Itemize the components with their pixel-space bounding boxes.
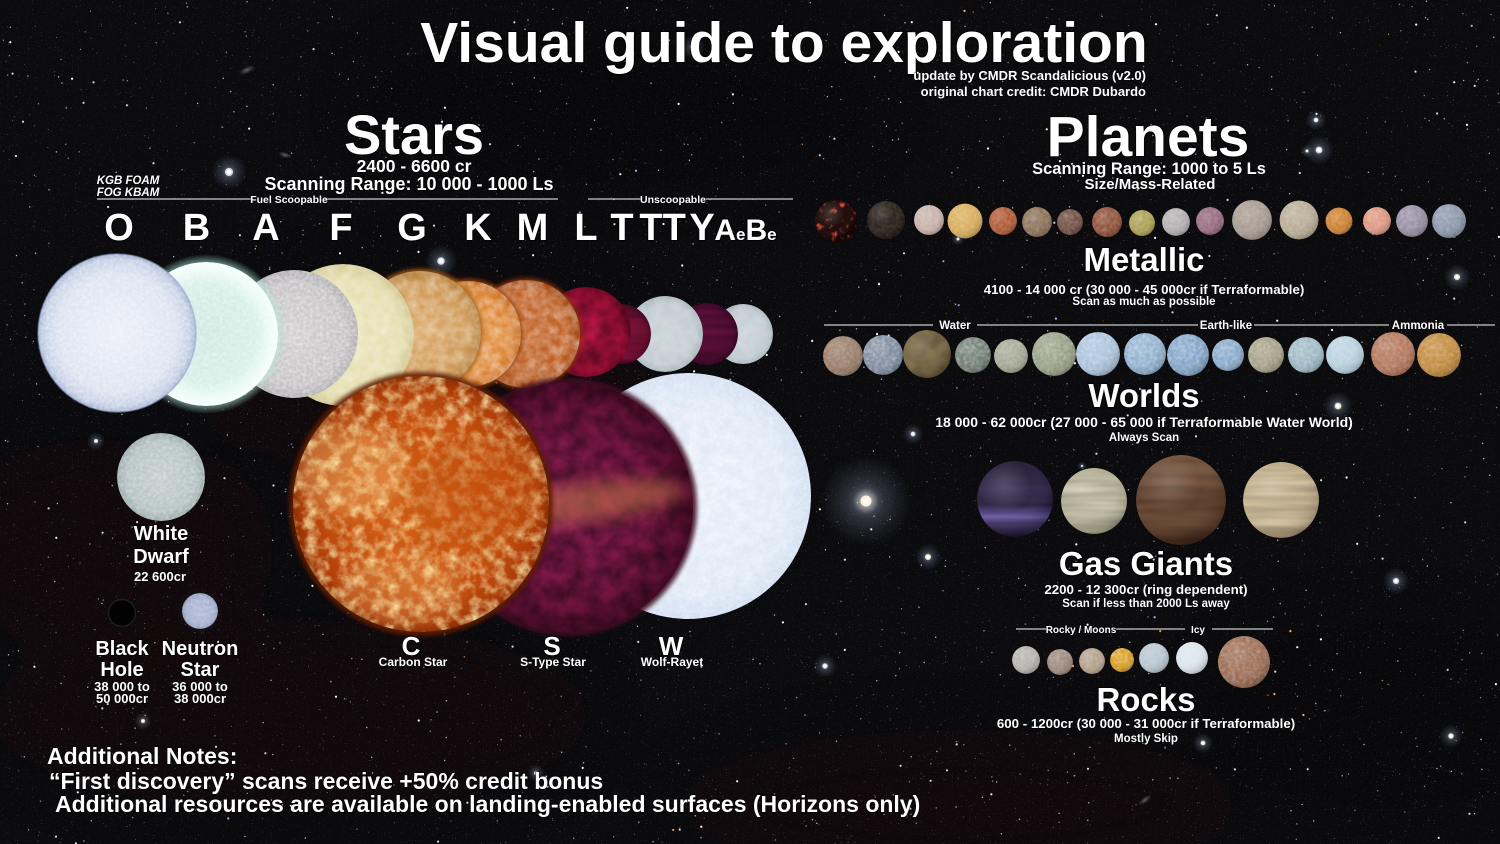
svg-text:38 000 to: 38 000 to [94, 679, 150, 694]
svg-text:4100 - 14 000 cr (30 000 - 45: 4100 - 14 000 cr (30 000 - 45 000cr if T… [984, 282, 1305, 297]
svg-text:22 600cr: 22 600cr [134, 569, 186, 584]
svg-text:Carbon Star: Carbon Star [379, 655, 448, 669]
svg-text:Additional Notes:: Additional Notes: [47, 743, 237, 769]
svg-text:Mostly Skip: Mostly Skip [1114, 733, 1178, 745]
svg-text:Earth-like: Earth-like [1200, 320, 1252, 332]
svg-text:S: S [543, 631, 560, 661]
svg-text:Hole: Hole [100, 659, 143, 681]
svg-text:Rocky / Moons: Rocky / Moons [1046, 625, 1117, 636]
svg-text:F: F [329, 207, 352, 249]
svg-text:Black: Black [95, 638, 149, 660]
svg-text:36 000 to: 36 000 to [172, 679, 228, 694]
svg-text:2400 - 6600 cr: 2400 - 6600 cr [357, 156, 472, 176]
svg-text:W: W [659, 631, 684, 661]
svg-text:Scan as much as possible: Scan as much as possible [1072, 296, 1215, 308]
svg-text:Neutron: Neutron [162, 638, 239, 660]
svg-text:KGB FOAM: KGB FOAM [97, 175, 160, 187]
svg-text:Size/Mass-Related: Size/Mass-Related [1085, 176, 1216, 193]
svg-text:Dwarf: Dwarf [133, 546, 189, 568]
svg-text:Visual guide to exploration: Visual guide to exploration [420, 11, 1147, 75]
svg-text:Scan if less than 2000 Ls away: Scan if less than 2000 Ls away [1062, 598, 1230, 610]
svg-text:TT: TT [639, 207, 685, 249]
svg-text:update by CMDR Scandalicious (: update by CMDR Scandalicious (v2.0) [913, 68, 1146, 83]
svg-text:M: M [517, 207, 549, 249]
svg-text:Icy: Icy [1191, 625, 1205, 636]
svg-text:C: C [402, 631, 421, 661]
svg-text:18 000 - 62 000cr (27 000 - 65: 18 000 - 62 000cr (27 000 - 65 000 if Te… [935, 414, 1353, 430]
svg-text:Additional resources are avail: Additional resources are available on la… [55, 791, 920, 817]
svg-text:Scanning Range: 1000 to 5 Ls: Scanning Range: 1000 to 5 Ls [1032, 160, 1266, 178]
svg-text:600 - 1200cr (30 000 - 31 000c: 600 - 1200cr (30 000 - 31 000cr if Terra… [997, 716, 1295, 731]
svg-text:B: B [183, 207, 210, 249]
svg-text:S-Type Star: S-Type Star [520, 655, 586, 669]
svg-text:Metallic: Metallic [1083, 241, 1204, 278]
svg-text:Rocks: Rocks [1096, 681, 1195, 718]
svg-text:38 000cr: 38 000cr [174, 691, 226, 706]
svg-text:Always Scan: Always Scan [1109, 432, 1179, 444]
svg-text:“First discovery” scans receiv: “First discovery” scans receive +50% cre… [49, 768, 603, 794]
svg-text:G: G [397, 207, 427, 249]
svg-text:AeBe: AeBe [714, 214, 776, 247]
svg-text:Fuel Scoopable: Fuel Scoopable [250, 194, 328, 206]
svg-text:Star: Star [181, 659, 220, 681]
svg-text:Unscoopable: Unscoopable [640, 194, 706, 206]
svg-text:Planets: Planets [1047, 105, 1250, 169]
svg-text:Y: Y [689, 207, 714, 249]
svg-text:50 000cr: 50 000cr [96, 691, 148, 706]
svg-text:Stars: Stars [344, 103, 484, 166]
svg-text:Wolf-Rayet: Wolf-Rayet [641, 655, 703, 669]
svg-text:Water: Water [939, 320, 971, 332]
svg-text:A: A [252, 207, 279, 249]
svg-text:2200 - 12 300cr (ring dependen: 2200 - 12 300cr (ring dependent) [1044, 582, 1247, 597]
svg-text:FOG KBAM: FOG KBAM [97, 187, 160, 199]
svg-text:O: O [104, 207, 134, 249]
svg-text:T: T [610, 207, 633, 249]
svg-text:K: K [464, 207, 492, 249]
svg-text:Worlds: Worlds [1088, 377, 1199, 414]
svg-text:Gas Giants: Gas Giants [1059, 545, 1233, 582]
svg-text:Scanning Range: 10 000 - 1000: Scanning Range: 10 000 - 1000 Ls [264, 174, 553, 194]
svg-text:L: L [574, 207, 597, 249]
svg-text:original chart credit: CMDR Du: original chart credit: CMDR Dubardo [921, 84, 1146, 99]
svg-text:White: White [134, 523, 188, 545]
svg-text:Ammonia: Ammonia [1392, 320, 1445, 332]
